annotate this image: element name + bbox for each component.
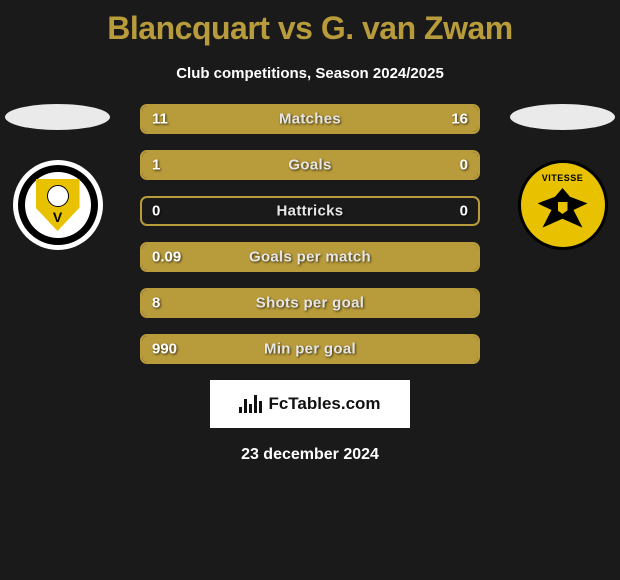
soccer-ball-icon [47, 185, 69, 207]
stat-label: Goals [288, 157, 331, 174]
stat-row: 8 Shots per goal [140, 288, 480, 318]
right-team-platform [510, 104, 615, 130]
left-team-platform [5, 104, 110, 130]
stat-fill-left [142, 152, 404, 178]
stat-value-left: 990 [152, 341, 177, 358]
stat-row: 0 Hattricks 0 [140, 196, 480, 226]
stat-label: Shots per goal [256, 295, 364, 312]
stat-label: Goals per match [249, 249, 371, 266]
stat-row: 1 Goals 0 [140, 150, 480, 180]
comparison-panel: VITESSE 11 Matches 16 1 Goals 0 0 Hattricks 0 0.0… [0, 104, 620, 464]
subtitle: Club competitions, Season 2024/2025 [0, 65, 620, 82]
branding-badge[interactable]: FcTables.com [210, 380, 410, 428]
stat-value-left: 0.09 [152, 249, 181, 266]
right-team-block: VITESSE [510, 104, 615, 250]
shield-icon [36, 179, 80, 231]
stat-value-right: 0 [460, 157, 468, 174]
stat-value-right: 16 [451, 111, 468, 128]
page-title: Blancquart vs G. van Zwam [0, 0, 620, 47]
branding-text: FcTables.com [268, 394, 380, 414]
bar-chart-icon [239, 395, 262, 413]
date-text: 23 december 2024 [0, 446, 620, 464]
stat-label: Min per goal [264, 341, 356, 358]
stat-label: Matches [279, 111, 341, 128]
stat-label: Hattricks [277, 203, 344, 220]
stat-value-left: 1 [152, 157, 160, 174]
stat-row: 990 Min per goal [140, 334, 480, 364]
left-team-crest [13, 160, 103, 250]
stat-value-left: 8 [152, 295, 160, 312]
eagle-icon [538, 188, 588, 232]
stat-bars: 11 Matches 16 1 Goals 0 0 Hattricks 0 0.09 Goals p… [140, 104, 480, 364]
stat-value-left: 11 [152, 111, 168, 128]
stat-value-left: 0 [152, 203, 160, 220]
left-team-block [5, 104, 110, 250]
stat-row: 0.09 Goals per match [140, 242, 480, 272]
stat-row: 11 Matches 16 [140, 104, 480, 134]
right-crest-label: VITESSE [542, 173, 584, 183]
stat-value-right: 0 [460, 203, 468, 220]
right-team-crest: VITESSE [518, 160, 608, 250]
